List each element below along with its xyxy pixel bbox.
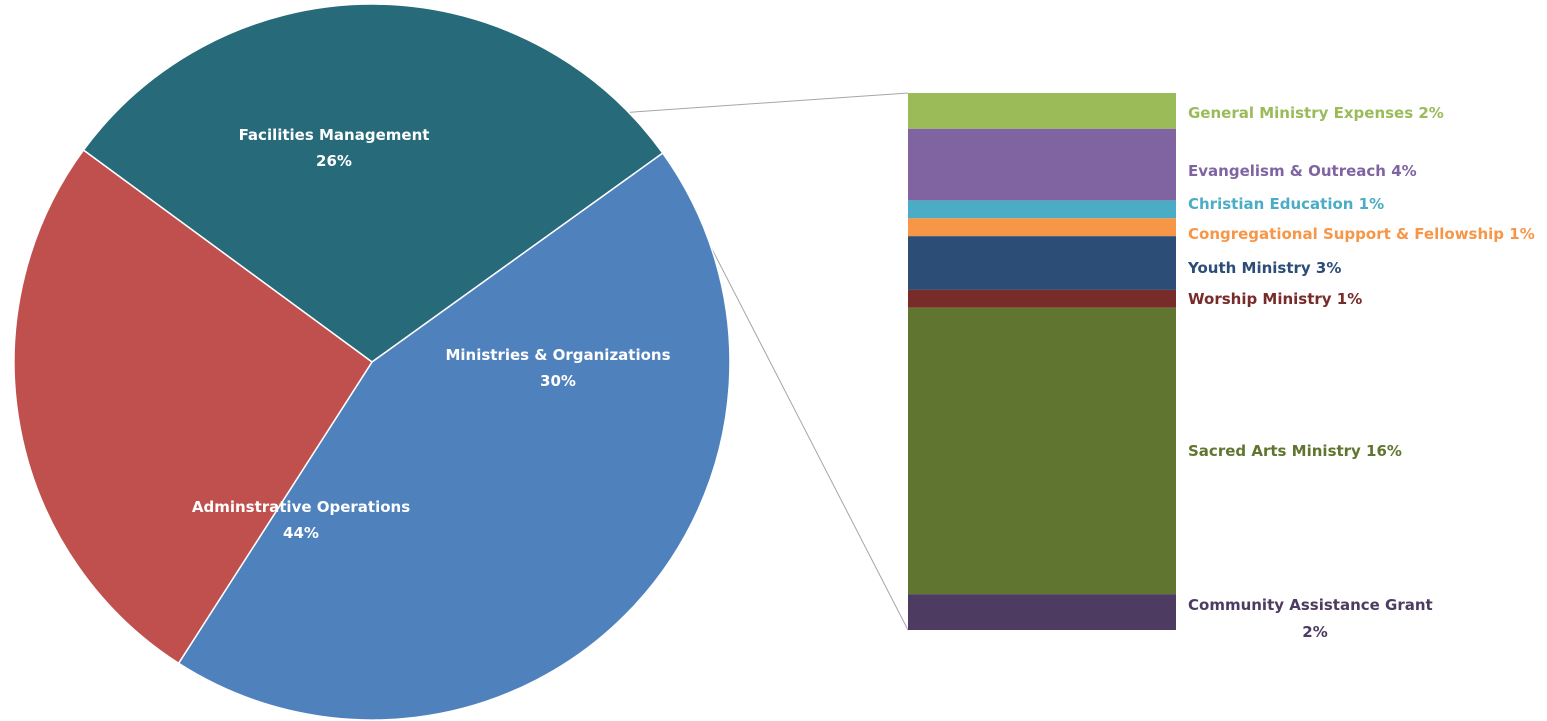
pie-slice-adminstrative-operations xyxy=(177,152,731,721)
pie-pct-ministries-and-organizations: 30% xyxy=(540,372,576,390)
pie xyxy=(13,3,731,721)
pie-slice-ministries-and-organizations xyxy=(82,3,664,363)
bar-label-worship-ministry-1: Worship Ministry 1% xyxy=(1188,290,1362,308)
bar-segment-sacred-arts-ministry-16 xyxy=(908,307,1176,595)
pie-label-ministries-and-organizations: Ministries & Organizations xyxy=(445,346,670,364)
pie-slice-facilities-management xyxy=(13,149,374,665)
bar-label-christian-education-1: Christian Education 1% xyxy=(1188,195,1384,213)
bar-label-line2-community-assistance-grant: 2% xyxy=(1302,623,1327,641)
bar-segment-community-assistance-grant xyxy=(908,594,1176,630)
bar-segment-youth-ministry-3 xyxy=(908,236,1176,290)
bar-segment-evangelism-and-outreach-4 xyxy=(908,128,1176,201)
breakdown-labels: General Ministry Expenses 2% Evangelism &… xyxy=(1187,104,1535,641)
pie-pct-adminstrative-operations: 44% xyxy=(283,524,319,542)
bar-label-youth-ministry-3: Youth Ministry 3% xyxy=(1187,259,1341,277)
bar-segment-christian-education-1 xyxy=(908,200,1176,219)
breakdown-bar xyxy=(908,93,1176,630)
pie-label-facilities-management: Facilities Management xyxy=(239,126,430,144)
pie-label-adminstrative-operations: Adminstrative Operations xyxy=(192,498,410,516)
bar-segment-congregational-support-and-fellowship-1 xyxy=(908,218,1176,237)
bar-segment-general-ministry-expenses-2 xyxy=(908,93,1176,129)
bar-label-sacred-arts-ministry-16: Sacred Arts Ministry 16% xyxy=(1188,442,1402,460)
bar-segment-worship-ministry-1 xyxy=(908,289,1176,308)
bar-label-congregational-support-and-fellowship-1: Congregational Support & Fellowship 1% xyxy=(1188,225,1535,243)
bar-label-evangelism-and-outreach-4: Evangelism & Outreach 4% xyxy=(1188,162,1417,180)
bar-label-general-ministry-expenses-2: General Ministry Expenses 2% xyxy=(1188,104,1444,122)
pie-labels: Ministries & Organizations 30% Adminstrati… xyxy=(192,126,671,542)
pie-pct-facilities-management: 26% xyxy=(316,152,352,170)
bar-label-community-assistance-grant: Community Assistance Grant xyxy=(1188,596,1433,614)
